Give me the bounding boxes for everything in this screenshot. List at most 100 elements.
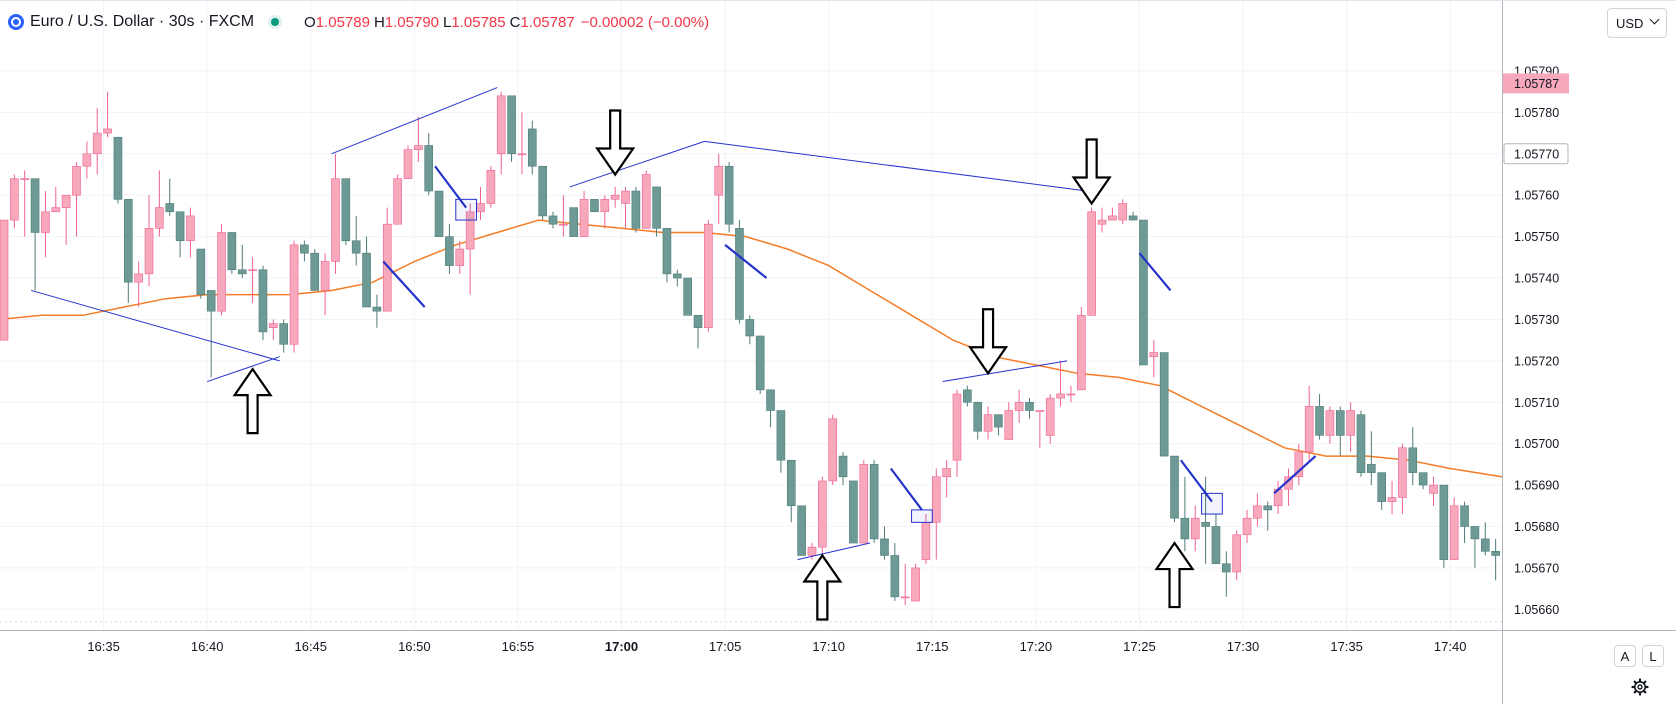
candle-body — [1056, 393, 1065, 399]
candle-up — [217, 224, 226, 316]
auto-scale-button[interactable]: A — [1614, 645, 1636, 667]
symbol-title[interactable]: Euro / U.S. Dollar · 30s · FXCM — [30, 13, 255, 30]
candle-up — [641, 170, 651, 229]
candle-up — [382, 207, 392, 312]
x-tick-label: 16:40 — [191, 639, 224, 654]
candle-down — [1460, 501, 1469, 544]
candle-up — [1118, 199, 1128, 225]
x-tick-label: 17:35 — [1330, 639, 1363, 654]
candle-down — [631, 186, 641, 233]
candle-body — [1076, 314, 1086, 391]
candle-up — [1014, 389, 1024, 423]
candle-body — [445, 236, 454, 266]
market-status-icon[interactable] — [268, 15, 283, 29]
gear-icon[interactable] — [1631, 678, 1649, 696]
range-box — [1201, 492, 1223, 515]
candle-body — [1294, 451, 1304, 478]
candle-body — [1087, 211, 1096, 316]
candle-down — [673, 269, 682, 287]
trendline — [30, 289, 280, 362]
candle-up — [1429, 476, 1438, 506]
x-tick-label: 17:05 — [709, 639, 742, 654]
candle-body — [1201, 522, 1210, 527]
candle-down — [994, 414, 1003, 436]
candle-up — [807, 543, 817, 560]
candle-down — [766, 389, 775, 428]
candle-down — [1201, 476, 1210, 564]
y-tick-label: 1.05710 — [1514, 396, 1559, 410]
candle-body — [1004, 410, 1014, 440]
candle-body — [994, 414, 1003, 428]
low-label: L — [443, 13, 452, 31]
candle-down — [527, 120, 537, 175]
candle-down — [351, 215, 361, 266]
candle-body — [683, 277, 692, 316]
candle-body — [579, 199, 589, 237]
candle-body — [486, 170, 496, 204]
candle-body — [331, 178, 340, 262]
change-value: −0.00002 (−0.00%) — [580, 13, 710, 31]
candle-body — [1460, 505, 1469, 527]
candle-down — [237, 244, 247, 279]
candle-body — [1222, 563, 1231, 573]
x-tick-label: 17:10 — [812, 639, 845, 654]
trendlines-layer — [30, 87, 1317, 561]
candle-body — [310, 252, 320, 291]
candle-down — [1408, 427, 1418, 486]
candle-up — [82, 141, 92, 179]
candle-body — [1170, 455, 1179, 519]
candle-body — [227, 232, 237, 271]
candle-body — [1408, 447, 1418, 473]
candle-down — [755, 335, 765, 394]
candle-body — [507, 95, 516, 155]
candle-body — [30, 178, 40, 233]
candle-down — [569, 207, 579, 237]
candle-up — [1066, 385, 1076, 403]
candle-down — [963, 385, 972, 407]
candle-body — [41, 211, 50, 233]
candle-down — [662, 228, 672, 283]
candle-up — [1294, 443, 1304, 486]
open-value: 1.05789 — [315, 13, 370, 31]
candle-down — [590, 199, 599, 213]
candle-down — [683, 277, 692, 316]
candle-body — [1118, 203, 1128, 221]
candle-body — [1263, 505, 1273, 511]
candle-down — [1025, 398, 1034, 419]
candle-body — [952, 393, 962, 461]
currency-label: USD — [1616, 15, 1644, 31]
y-tick-label: 1.05750 — [1514, 230, 1559, 244]
candle-up — [1076, 307, 1086, 391]
currency-select[interactable]: USD — [1607, 8, 1667, 38]
candle-body — [610, 194, 620, 200]
y-tick-label: 1.05780 — [1514, 106, 1559, 120]
candle-up — [818, 476, 827, 560]
candle-body — [818, 480, 827, 548]
x-tick-label: 16:45 — [294, 639, 327, 654]
candle-body — [155, 207, 164, 229]
candle-down — [206, 290, 216, 378]
euro-dollar-flag-icon[interactable] — [8, 14, 24, 30]
candle-down — [434, 190, 444, 237]
candle-body — [248, 269, 257, 272]
candle-down — [113, 136, 123, 204]
candle-down — [869, 460, 879, 544]
boxes-layer — [455, 198, 1223, 523]
candle-down — [279, 319, 288, 353]
candle-body — [92, 132, 102, 155]
candle-body — [82, 153, 92, 167]
candle-up — [1056, 360, 1065, 407]
candle-up — [1108, 207, 1117, 221]
candle-body — [362, 252, 371, 308]
close-label: C — [509, 13, 521, 31]
x-tick-label: 16:50 — [398, 639, 431, 654]
candle-down — [424, 133, 434, 196]
log-scale-button[interactable]: L — [1642, 645, 1664, 667]
arrow-up-icon — [802, 553, 843, 621]
candle-body — [548, 215, 558, 225]
candle-body — [1035, 410, 1045, 412]
candle-body — [828, 418, 837, 482]
candle-up — [1232, 530, 1241, 581]
candle-down — [445, 224, 454, 274]
